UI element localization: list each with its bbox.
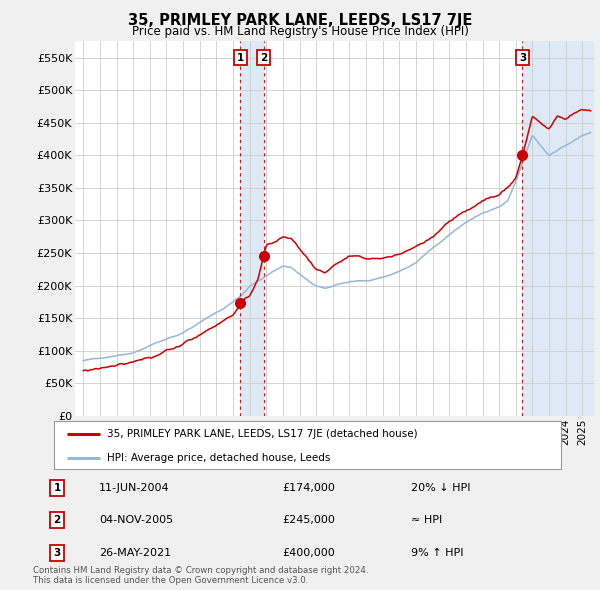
Bar bbox=[523, 41, 594, 416]
Text: 1: 1 bbox=[237, 53, 244, 63]
Text: Price paid vs. HM Land Registry's House Price Index (HPI): Price paid vs. HM Land Registry's House … bbox=[131, 25, 469, 38]
Text: This data is licensed under the Open Government Licence v3.0.: This data is licensed under the Open Gov… bbox=[33, 576, 308, 585]
Text: 35, PRIMLEY PARK LANE, LEEDS, LS17 7JE (detached house): 35, PRIMLEY PARK LANE, LEEDS, LS17 7JE (… bbox=[107, 429, 418, 439]
Text: 2: 2 bbox=[260, 53, 267, 63]
Text: Contains HM Land Registry data © Crown copyright and database right 2024.: Contains HM Land Registry data © Crown c… bbox=[33, 566, 368, 575]
Bar bbox=[241, 41, 263, 416]
Text: 2: 2 bbox=[53, 516, 61, 525]
Text: 9% ↑ HPI: 9% ↑ HPI bbox=[411, 548, 464, 558]
Text: 3: 3 bbox=[519, 53, 526, 63]
Text: 26-MAY-2021: 26-MAY-2021 bbox=[99, 548, 171, 558]
Text: £174,000: £174,000 bbox=[282, 483, 335, 493]
Text: ≈ HPI: ≈ HPI bbox=[411, 516, 442, 525]
Text: 11-JUN-2004: 11-JUN-2004 bbox=[99, 483, 170, 493]
Text: 35, PRIMLEY PARK LANE, LEEDS, LS17 7JE: 35, PRIMLEY PARK LANE, LEEDS, LS17 7JE bbox=[128, 13, 472, 28]
Text: HPI: Average price, detached house, Leeds: HPI: Average price, detached house, Leed… bbox=[107, 453, 331, 463]
Text: 04-NOV-2005: 04-NOV-2005 bbox=[99, 516, 173, 525]
Text: £245,000: £245,000 bbox=[282, 516, 335, 525]
Text: 20% ↓ HPI: 20% ↓ HPI bbox=[411, 483, 470, 493]
Text: 3: 3 bbox=[53, 548, 61, 558]
Text: 1: 1 bbox=[53, 483, 61, 493]
Text: £400,000: £400,000 bbox=[282, 548, 335, 558]
